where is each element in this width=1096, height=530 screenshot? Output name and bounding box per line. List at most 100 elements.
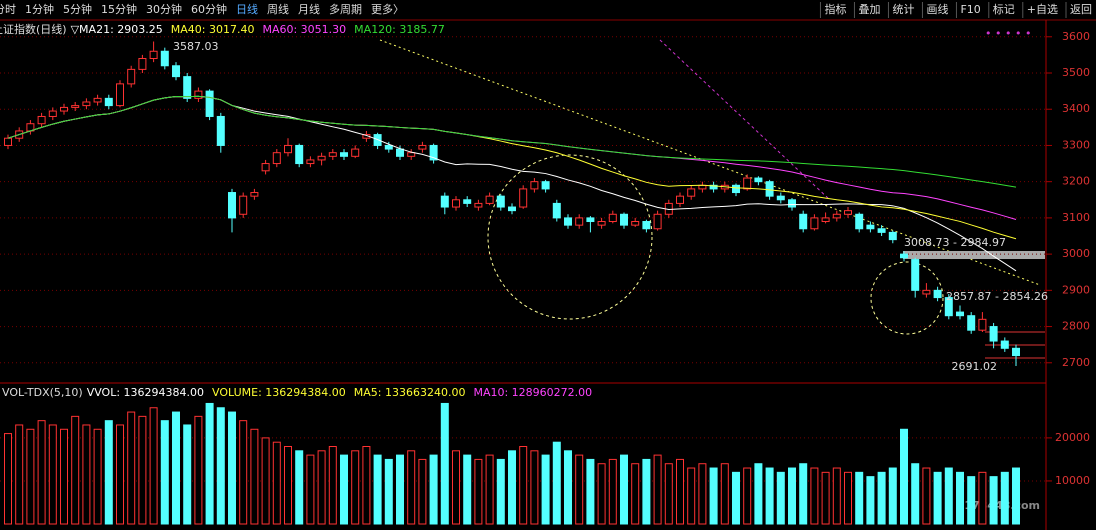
- volume-bar: [978, 471, 987, 525]
- volume-bar: [530, 450, 539, 525]
- candle-body: [776, 195, 785, 201]
- volume-bar: [272, 441, 281, 525]
- volume-bar: [754, 463, 763, 525]
- volume-bar: [496, 458, 505, 525]
- menu-tab[interactable]: 多周期: [329, 2, 362, 16]
- volume-bar: [911, 463, 920, 525]
- menu-tab[interactable]: 更多〉: [371, 2, 404, 16]
- menu-tab[interactable]: 15分钟: [101, 2, 137, 16]
- price-band: [903, 251, 1045, 259]
- volume-bar: [284, 446, 292, 525]
- candle-body: [810, 217, 819, 230]
- menu-tab[interactable]: 1分钟: [25, 2, 54, 16]
- volume-bar: [261, 437, 270, 525]
- candle-body: [328, 152, 337, 157]
- candle-body: [956, 311, 964, 317]
- candle-body: [564, 217, 572, 226]
- candle-body: [4, 137, 12, 146]
- volume-bar: [597, 463, 606, 525]
- volume-bar: [172, 411, 180, 525]
- candle-body: [978, 318, 987, 331]
- toolbar-button[interactable]: F10: [960, 3, 980, 16]
- moving-average: [7, 95, 1017, 188]
- volume-bar: [776, 471, 785, 525]
- candle-body: [922, 289, 931, 295]
- candle-body: [642, 221, 651, 230]
- volume-bar: [720, 463, 729, 525]
- candle-body: [519, 188, 528, 208]
- volume-bar: [832, 467, 841, 525]
- menu-tab[interactable]: 月线: [298, 2, 320, 16]
- candle-body: [653, 213, 662, 230]
- volume-bar: [362, 446, 371, 525]
- toolbar-button[interactable]: 标记: [993, 2, 1015, 16]
- candle-body: [709, 184, 718, 190]
- menu-tab[interactable]: 60分钟: [191, 2, 227, 16]
- y-tick-label: 3100: [1062, 211, 1090, 224]
- toolbar-button[interactable]: 指标: [824, 2, 846, 16]
- volume-bar: [743, 467, 752, 525]
- toolbar-button[interactable]: +自选: [1027, 3, 1058, 16]
- candle-body: [743, 177, 752, 190]
- menu-tab[interactable]: 日线: [236, 2, 258, 16]
- price-annotation: 2857.87 - 2854.26: [946, 290, 1048, 303]
- legend-entry: MA120: 3185.77: [354, 23, 445, 36]
- volume-bar: [485, 454, 494, 525]
- menu-tab[interactable]: 5分钟: [63, 2, 92, 16]
- volume-bar: [944, 467, 953, 525]
- toolbar-button[interactable]: 叠加: [858, 3, 880, 16]
- candle-body: [452, 199, 460, 208]
- menu-tab[interactable]: 30分钟: [146, 2, 182, 16]
- volume-bar: [26, 428, 35, 525]
- volume-bar: [373, 454, 382, 525]
- candle-body: [620, 213, 628, 226]
- menu-tab[interactable]: 分时: [0, 3, 16, 16]
- volume-bar: [765, 467, 774, 525]
- candle-body: [104, 97, 113, 107]
- volume-bar: [183, 424, 192, 525]
- y-tick-label: 3200: [1062, 175, 1090, 188]
- candle-body: [272, 152, 281, 165]
- candle-body: [687, 188, 696, 197]
- volume-bar: [116, 424, 124, 525]
- volume-bar: [732, 471, 740, 525]
- candle-body: [541, 181, 550, 190]
- volume-bar: [698, 463, 707, 525]
- volume-bar: [799, 463, 808, 525]
- candle-body: [60, 106, 68, 112]
- volume-bar: [4, 433, 12, 525]
- volume-bar: [552, 441, 561, 525]
- candle-body: [228, 192, 236, 219]
- candle-body: [194, 90, 203, 99]
- y-tick-label: 2900: [1062, 283, 1090, 296]
- candle-body: [440, 195, 449, 208]
- volume-bar: [418, 458, 427, 525]
- y-tick-label: 3000: [1062, 247, 1090, 260]
- volume-bar: [228, 411, 236, 525]
- toolbar-button[interactable]: 画线: [926, 2, 948, 16]
- candle-body: [239, 195, 248, 215]
- candle-body: [429, 144, 438, 161]
- toolbar-button[interactable]: 返回: [1070, 3, 1092, 16]
- y-tick-label: 10000: [1055, 474, 1090, 487]
- volume-bar: [384, 458, 393, 525]
- candle-body: [463, 199, 472, 204]
- candle-body: [597, 221, 606, 226]
- volume-bar: [407, 450, 416, 525]
- candle-body: [205, 90, 214, 117]
- menu-tab[interactable]: 周线: [267, 2, 289, 16]
- volume-bar: [900, 428, 908, 525]
- volume-bar: [676, 458, 684, 525]
- volume-bar: [216, 407, 225, 525]
- candle-body: [496, 195, 505, 208]
- price-annotation: 3587.03: [173, 40, 219, 53]
- toolbar-button[interactable]: 统计: [892, 3, 914, 16]
- volume-bar: [127, 411, 136, 525]
- volume-bar: [295, 450, 304, 525]
- legend-entry: VOLUME: 136294384.00: [212, 386, 346, 399]
- candle-body: [160, 50, 169, 67]
- candle-body: [340, 152, 348, 157]
- volume-bar: [328, 446, 337, 525]
- candle-body: [989, 326, 998, 342]
